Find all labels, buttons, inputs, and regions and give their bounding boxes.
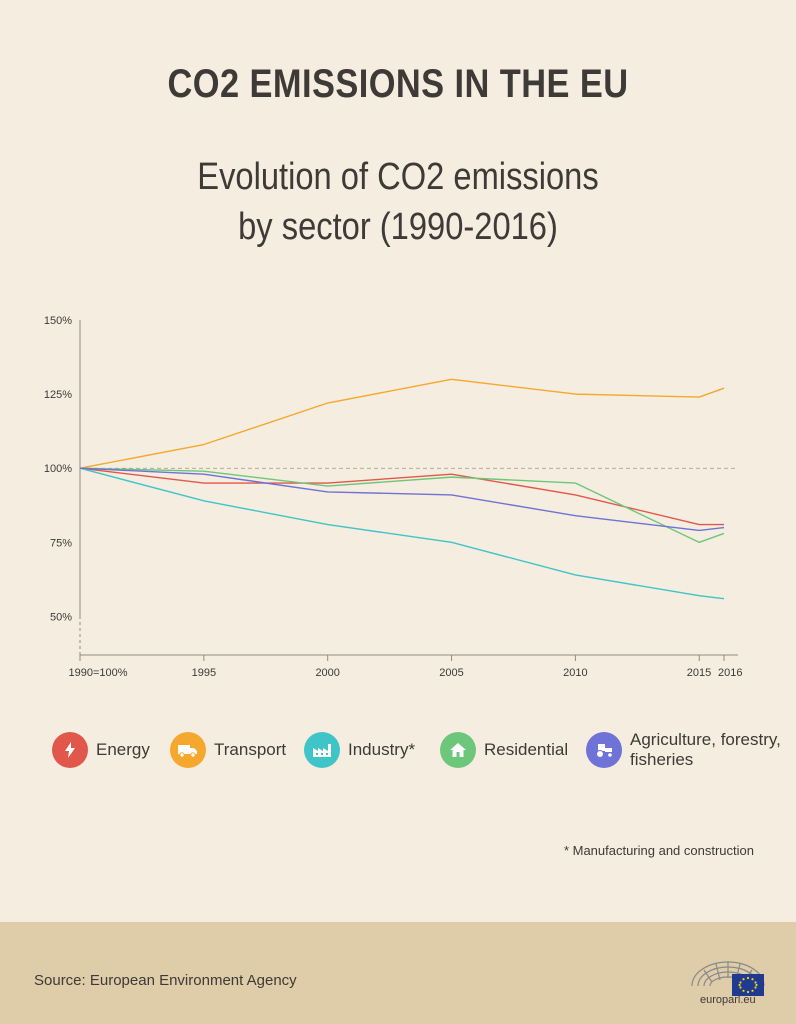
x-tick-label: 2000	[315, 667, 339, 679]
series-line-agriculture-forestry-fisheries	[79, 467, 725, 532]
legend-label-energy: Energy	[96, 740, 150, 759]
subtitle-line-1: Evolution of CO2 emissions	[197, 156, 599, 198]
lightning-bolt-icon	[52, 732, 88, 768]
legend-label-residential: Residential	[484, 740, 569, 759]
x-tick-label: 2010	[563, 667, 587, 679]
y-tick-label: 75%	[50, 537, 72, 549]
house-icon	[440, 732, 476, 768]
legend-item-energy: Energy	[52, 732, 150, 768]
x-tick-label: 2005	[439, 667, 463, 679]
legend-label-industry: Industry*	[348, 740, 416, 759]
y-tick-label: 150%	[44, 315, 72, 327]
footer: Source: European Environment Agency euro…	[0, 922, 796, 1024]
x-tick-label: 1990=100%	[68, 667, 127, 679]
legend-label-agriculture-line-2: fisheries	[630, 750, 694, 769]
y-tick-label: 50%	[50, 611, 72, 623]
factory-icon	[304, 732, 340, 768]
legend: Energy Transport Industry* Residential A…	[0, 730, 796, 780]
legend-label-transport: Transport	[214, 740, 287, 759]
legend-item-agriculture: Agriculture, forestry, fisheries	[586, 730, 781, 770]
x-tick-label: 2015	[687, 667, 711, 679]
line-chart: 50% 75% 100% 125% 150% 1990=100% 1995 2000 2005 2…	[44, 315, 743, 679]
legend-item-transport: Transport	[170, 732, 286, 768]
european-parliament-logo	[691, 961, 765, 996]
y-tick-label: 125%	[44, 389, 72, 401]
series-line-transport	[79, 378, 725, 469]
series-line-residential	[79, 467, 725, 544]
series-line-energy	[79, 467, 724, 526]
legend-label-agriculture: Agriculture, forestry, fisheries	[630, 730, 781, 770]
logo-text: europarl.eu	[700, 994, 756, 1006]
x-tick-label: 2016	[718, 667, 742, 679]
series-line-industry	[79, 467, 725, 600]
x-tick-label: 1995	[192, 667, 216, 679]
source-text: Source: European Environment Agency	[34, 972, 297, 989]
legend-item-industry: Industry*	[304, 732, 415, 768]
subtitle-line-2: by sector (1990-2016)	[238, 206, 558, 248]
legend-label-agriculture-line-1: Agriculture, forestry,	[630, 730, 781, 749]
chart-subtitle: Evolution of CO2 emissions by sector (19…	[56, 152, 741, 252]
tractor-icon	[586, 732, 622, 768]
y-tick-label: 100%	[44, 463, 72, 475]
footnote: * Manufacturing and construction	[563, 843, 754, 858]
legend-item-residential: Residential	[440, 732, 568, 768]
page-title: CO2 EMISSIONS IN THE EU	[167, 62, 629, 106]
truck-icon	[170, 732, 206, 768]
